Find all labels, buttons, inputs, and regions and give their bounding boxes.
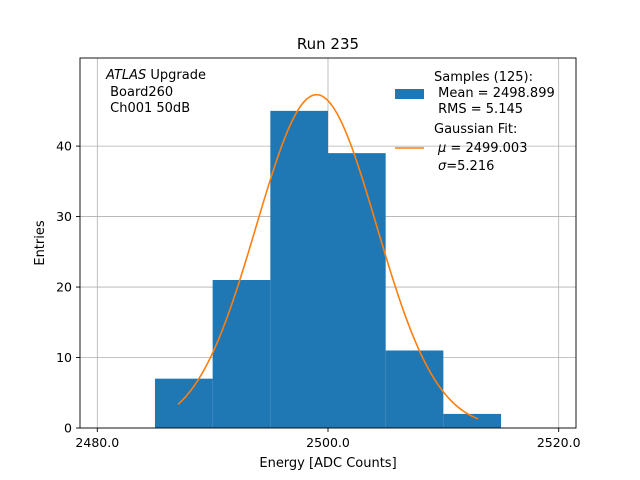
legend-mu-value: = 2499.003 (446, 141, 527, 156)
y-tick-label-0: 0 (64, 421, 72, 436)
histogram-bar-1 (212, 280, 271, 428)
legend-samples-swatch (395, 89, 424, 99)
y-tick-label-4: 40 (56, 139, 72, 154)
atlas-annotation: ATLAS Upgrade Board260 Ch001 50dB (105, 68, 206, 116)
legend-samples-line-3: RMS = 5.145 (434, 102, 523, 117)
x-axis-ticks: 2480.0 2500.0 2520.0 (75, 428, 581, 450)
legend-fit-line-1: Gaussian Fit: (434, 122, 517, 137)
y-axis-label: Entries (33, 220, 48, 266)
legend-samples-line-1: Samples (125): (434, 70, 533, 85)
annotation-atlas: ATLAS (105, 68, 146, 83)
histogram-bars (154, 110, 502, 428)
x-tick-label-2: 2520.0 (537, 435, 581, 450)
y-tick-label-1: 10 (56, 350, 72, 365)
x-tick-label-0: 2480.0 (75, 435, 119, 450)
y-tick-label-3: 30 (56, 209, 72, 224)
annotation-line-3: Ch001 50dB (106, 101, 190, 116)
annotation-line-2: Board260 (106, 85, 173, 100)
histogram-bar-2 (270, 110, 328, 428)
x-axis-label: Energy [ADC Counts] (259, 456, 396, 471)
annotation-upgrade: Upgrade (146, 68, 206, 83)
histogram-bar-5 (443, 413, 502, 428)
legend-mu-symbol: μ (437, 141, 446, 156)
legend-fit-line-2: μ = 2499.003 (437, 141, 527, 156)
x-tick-label-1: 2500.0 (306, 435, 350, 450)
histogram-bar-0 (154, 378, 213, 428)
gaussian-fit-curve (177, 93, 479, 420)
legend-fit-line-3: σ=5.216 (438, 159, 494, 174)
histogram-bar-3 (328, 153, 386, 428)
y-tick-label-2: 20 (56, 280, 72, 295)
legend-sigma-symbol: σ (438, 159, 447, 174)
annotation-line-1: ATLAS Upgrade (105, 68, 206, 83)
legend-samples-line-2: Mean = 2498.899 (434, 86, 555, 101)
legend-sigma-value: =5.216 (446, 159, 494, 174)
histogram-bar-4 (385, 350, 444, 428)
chart-title: Run 235 (297, 35, 359, 53)
legend: Samples (125): Mean = 2498.899 RMS = 5.1… (395, 70, 555, 174)
y-axis-ticks: 0 10 20 30 40 (56, 139, 80, 436)
